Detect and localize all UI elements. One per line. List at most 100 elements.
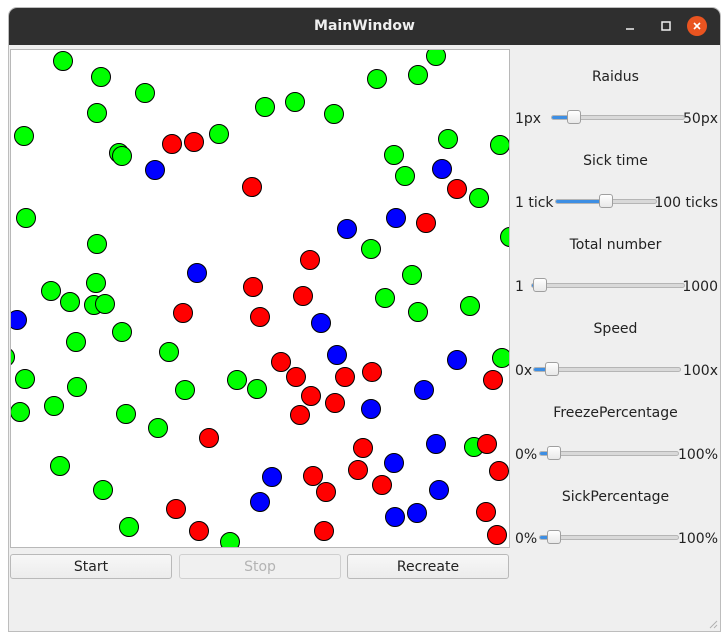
slider-handle-sick-time[interactable] [599, 194, 613, 208]
title-bar: MainWindow [9, 8, 720, 45]
particle-healthy [367, 69, 387, 89]
slider-track-radius[interactable] [551, 110, 685, 124]
maximize-icon [661, 21, 671, 31]
particle-healthy [492, 348, 509, 368]
slider-title-sick-percentage: SickPercentage [561, 489, 670, 505]
particle-healthy [500, 227, 509, 247]
particle-healthy [16, 208, 36, 228]
particle-frozen [327, 345, 347, 365]
slider-max-label-speed: 100x [682, 363, 718, 379]
main-window: MainWindow Start Stop Recreate Raidus 1px… [9, 8, 720, 631]
particle-frozen [414, 380, 434, 400]
particle-healthy [159, 342, 179, 362]
recreate-button[interactable]: Recreate [347, 554, 509, 579]
particle-sick [189, 521, 209, 541]
slider-group-speed: Speed 0x 100x [511, 297, 720, 381]
particle-healthy [324, 104, 344, 124]
slider-track-speed[interactable] [533, 362, 681, 376]
stop-button: Stop [179, 554, 341, 579]
particle-sick [250, 307, 270, 327]
particle-healthy [41, 281, 61, 301]
particle-frozen [384, 453, 404, 473]
slider-group-total-number: Total number 1 1000 [511, 213, 720, 297]
slider-min-label-speed: 0x [515, 363, 533, 379]
particle-healthy [490, 135, 509, 155]
slider-max-label-sick-percentage: 100% [677, 531, 718, 547]
slider-handle-freeze-percentage[interactable] [546, 446, 561, 460]
particle-sick [348, 460, 368, 480]
particle-sick [483, 370, 503, 390]
settings-panel: Raidus 1px 50px Sick time 1 tick 100 ticks Tot… [511, 45, 720, 605]
particle-healthy [175, 380, 195, 400]
particle-sick [199, 428, 219, 448]
slider-handle-sick-percentage[interactable] [546, 530, 561, 544]
slider-group-sick-time: Sick time 1 tick 100 ticks [511, 129, 720, 213]
particle-healthy [11, 349, 15, 365]
particle-healthy [408, 302, 428, 322]
particle-healthy [408, 65, 428, 85]
particle-sick [243, 277, 263, 297]
particle-sick [316, 482, 336, 502]
slider-track-sick-time[interactable] [555, 194, 657, 208]
close-icon [693, 22, 701, 30]
particle-sick [489, 461, 509, 481]
slider-fill-speed [534, 368, 552, 371]
particle-sick [335, 367, 355, 387]
slider-min-label-radius: 1px [515, 111, 542, 127]
particle-healthy [91, 67, 111, 87]
slider-fill-radius [552, 116, 575, 119]
particle-healthy [148, 418, 168, 438]
start-button[interactable]: Start [10, 554, 172, 579]
particle-healthy [247, 379, 267, 399]
particle-healthy [426, 50, 446, 66]
particle-frozen [407, 503, 427, 523]
particle-frozen [429, 480, 449, 500]
particle-healthy [361, 239, 381, 259]
particle-frozen [311, 313, 331, 333]
slider-handle-radius[interactable] [567, 110, 582, 124]
particle-sick [476, 502, 496, 522]
particle-healthy [375, 288, 395, 308]
slider-handle-speed[interactable] [544, 362, 559, 376]
slider-track-freeze-percentage[interactable] [539, 446, 679, 460]
particle-healthy [67, 377, 87, 397]
particle-sick [166, 499, 186, 519]
minimize-button[interactable] [620, 16, 640, 36]
slider-max-label-sick-time: 100 ticks [654, 195, 718, 211]
resize-grip-icon[interactable] [708, 619, 718, 629]
maximize-button[interactable] [656, 16, 676, 36]
slider-max-label-radius: 50px [683, 111, 718, 127]
particle-healthy [469, 188, 489, 208]
slider-max-label-total-number: 1000 [682, 279, 718, 295]
particle-frozen [361, 399, 381, 419]
particle-frozen [145, 160, 165, 180]
particle-sick [242, 177, 262, 197]
particle-healthy [384, 145, 404, 165]
slider-handle-total-number[interactable] [532, 278, 547, 292]
particle-sick [325, 393, 345, 413]
particle-sick [162, 134, 182, 154]
particle-healthy [227, 370, 247, 390]
slider-min-label-sick-percentage: 0% [515, 531, 538, 547]
window-title: MainWindow [314, 18, 415, 34]
particle-healthy [44, 396, 64, 416]
slider-title-radius: Raidus [592, 69, 639, 85]
particle-healthy [60, 292, 80, 312]
particle-frozen [262, 467, 282, 487]
simulation-canvas[interactable] [10, 49, 510, 548]
particle-frozen [426, 434, 446, 454]
slider-track-sick-percentage[interactable] [539, 530, 679, 544]
simulation-svg [11, 50, 509, 547]
particle-sick [416, 213, 436, 233]
particle-healthy [220, 532, 240, 547]
particle-healthy [112, 146, 132, 166]
particle-sick [293, 286, 313, 306]
slider-fill-sick-time [556, 200, 606, 203]
particle-sick [184, 132, 204, 152]
close-button[interactable] [687, 16, 707, 36]
particle-healthy [438, 129, 458, 149]
particle-healthy [402, 265, 422, 285]
particle-healthy [255, 97, 275, 117]
particle-frozen [250, 492, 270, 512]
slider-track-total-number[interactable] [531, 278, 685, 292]
